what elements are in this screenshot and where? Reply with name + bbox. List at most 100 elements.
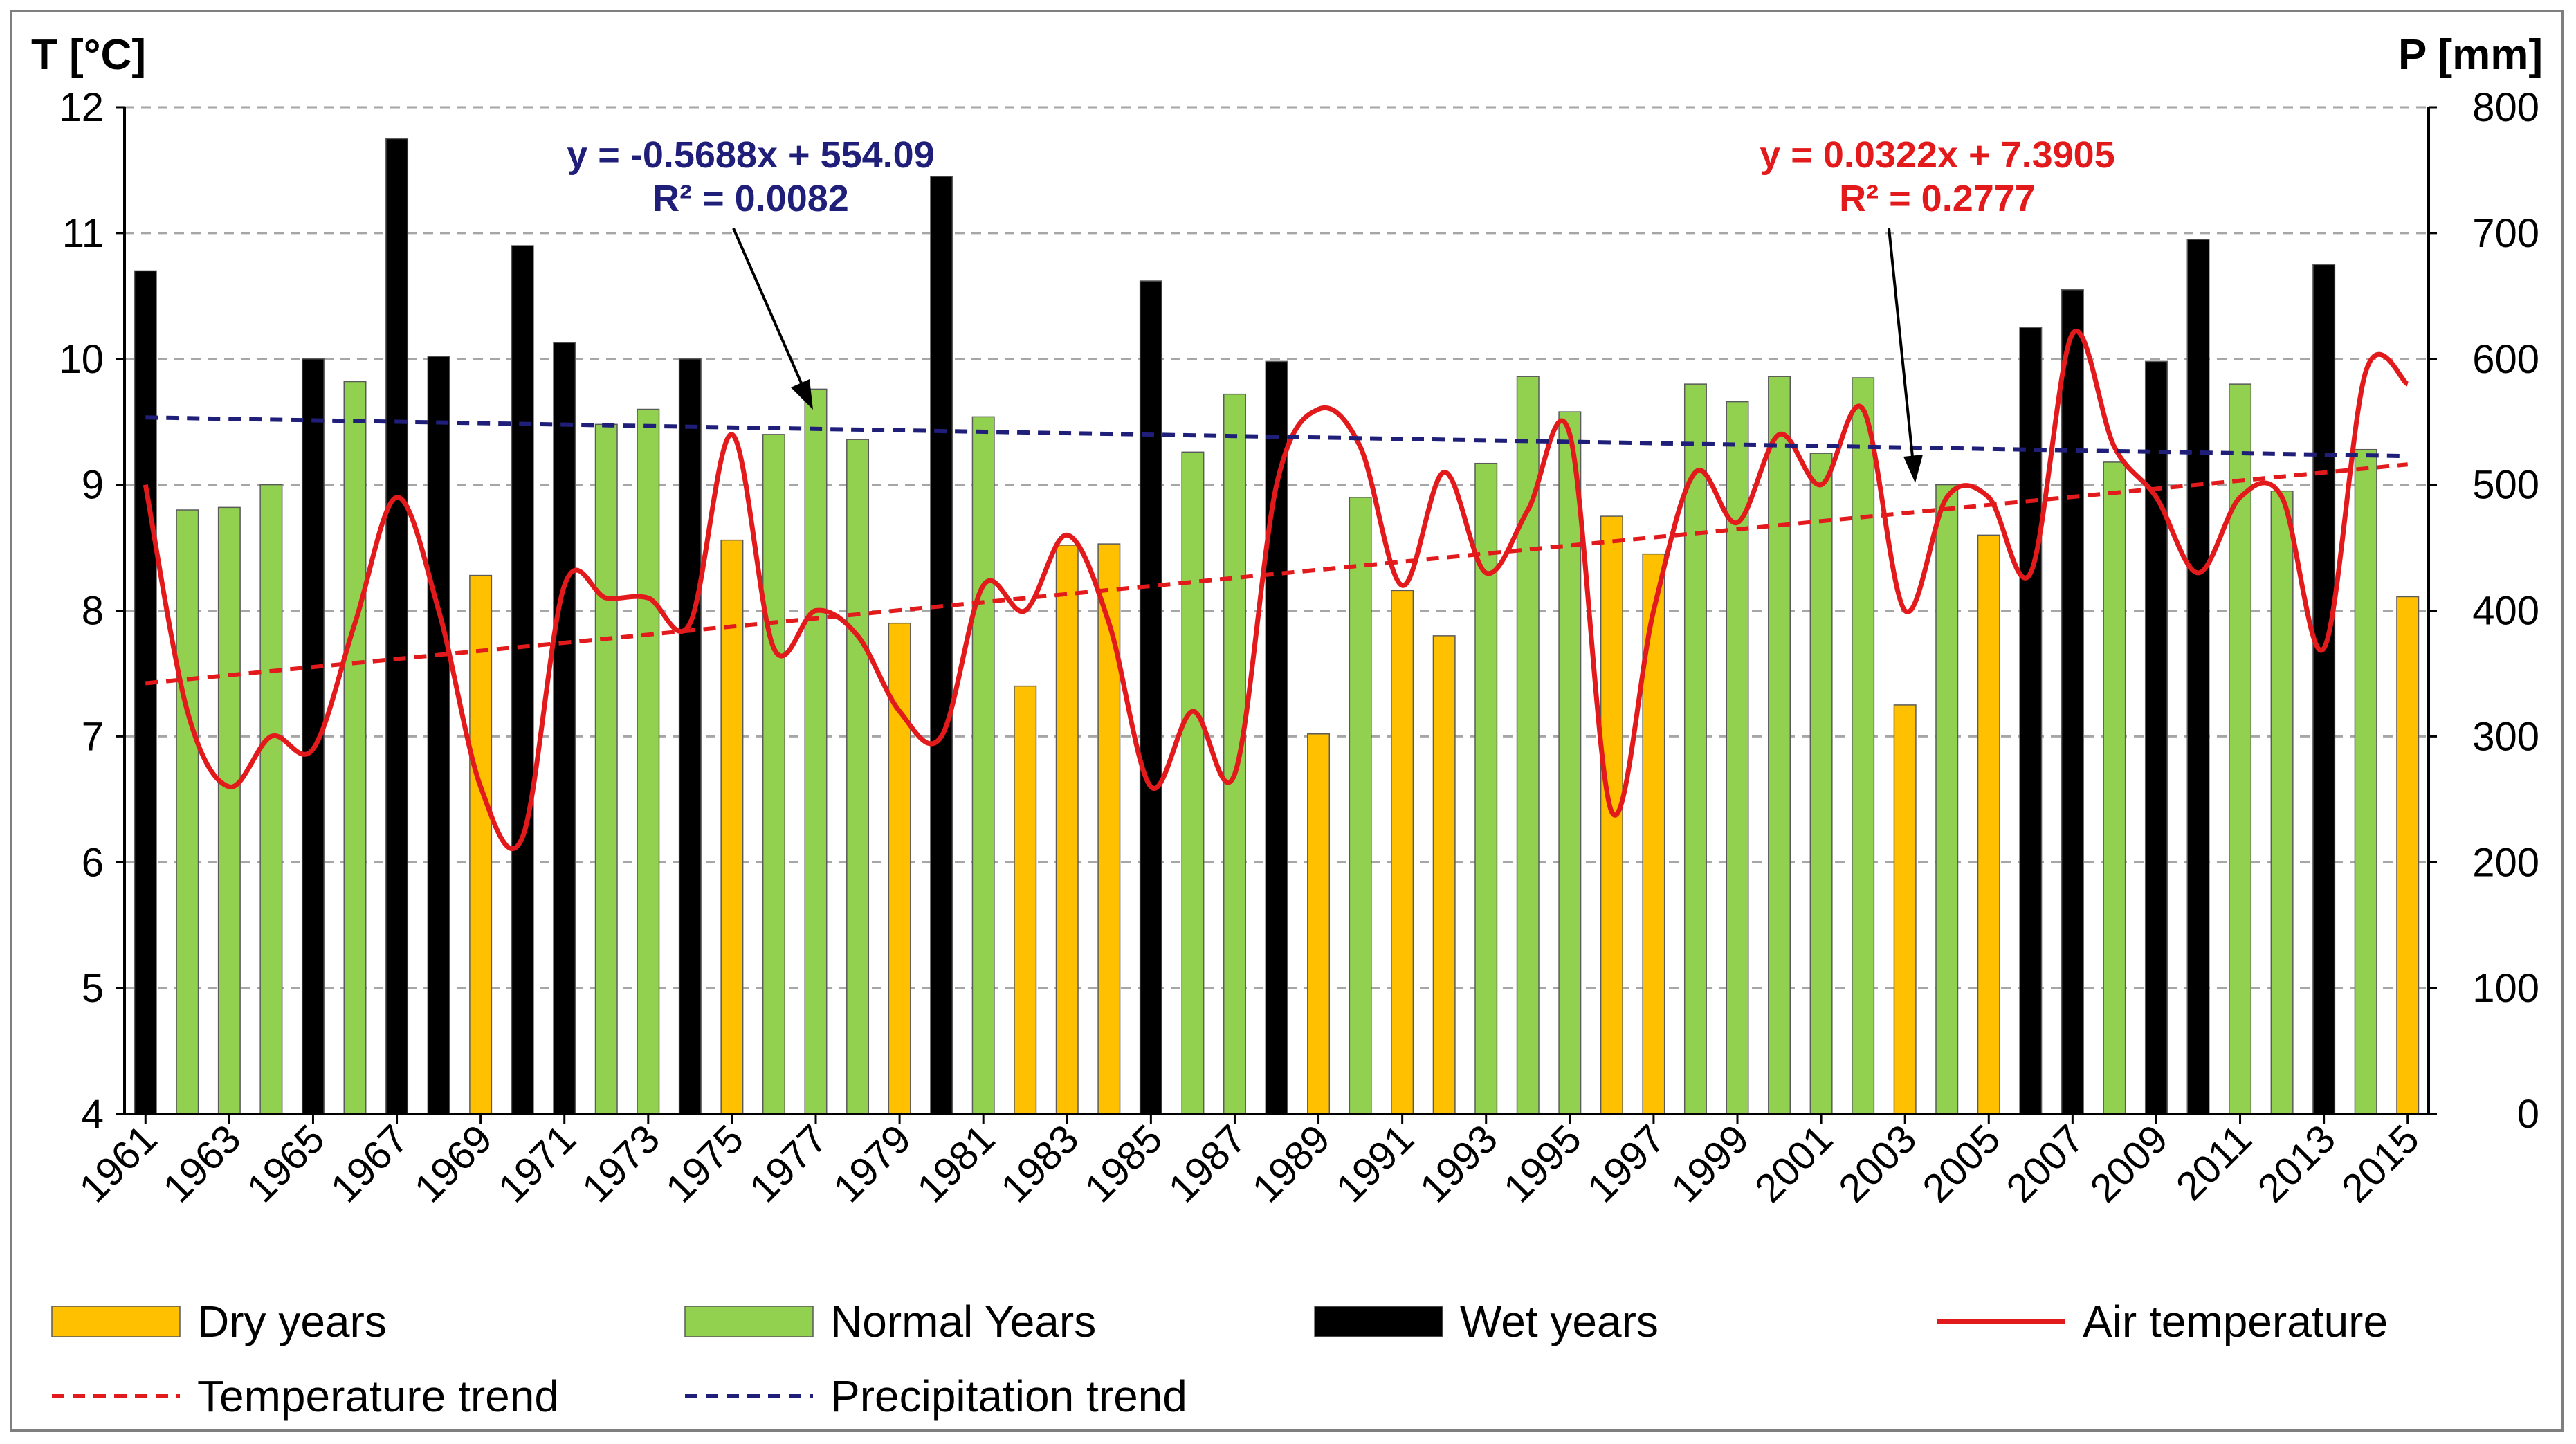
x-tick-label: 1999	[1663, 1116, 1757, 1211]
y-left-tick-label: 6	[82, 840, 104, 885]
precipitation-bar-wet	[2019, 327, 2043, 1115]
precipitation-bar-dry	[2396, 596, 2420, 1115]
x-tick-label: 1963	[154, 1116, 249, 1211]
precipitation-bar-normal	[1768, 376, 1791, 1115]
temperature-trend-line	[145, 462, 2409, 686]
temp-trend-equation: y = 0.0322x + 7.3905	[1760, 134, 2114, 176]
precipitation-bar-wet	[1265, 360, 1288, 1115]
legend-label-ptrend: Precipitation trend	[830, 1371, 1187, 1421]
precipitation-bar-normal	[971, 416, 995, 1115]
precipitation-bar-dry	[1432, 635, 1456, 1115]
x-tick-label: 2005	[1914, 1116, 2009, 1211]
precipitation-bar-dry	[1977, 534, 2000, 1115]
precipitation-bar-dry	[888, 622, 911, 1115]
precipitation-bar-normal	[1852, 377, 1875, 1115]
precipitation-bar-normal	[1935, 484, 1959, 1115]
precipitation-bar-wet	[2312, 264, 2336, 1115]
x-tick-label: 1971	[490, 1116, 585, 1211]
precipitation-bar-dry	[1097, 543, 1121, 1115]
legend-swatch-dry	[51, 1306, 181, 1337]
x-tick-label: 1979	[825, 1116, 920, 1211]
precip-annotation-arrowhead	[791, 379, 813, 410]
y-right-tick-label: 400	[2472, 589, 2539, 634]
legend-swatch-normal	[684, 1306, 814, 1337]
precipitation-bar-dry	[469, 574, 493, 1115]
legend-label-air: Air temperature	[2083, 1297, 2388, 1346]
x-tick-label: 1993	[1412, 1116, 1506, 1211]
temp-annotation-arrow	[1888, 228, 1914, 457]
x-tick-label: 1973	[574, 1116, 668, 1211]
precipitation-bar-normal	[343, 381, 367, 1115]
x-tick-label: 1967	[322, 1116, 417, 1211]
y-right-tick-label: 100	[2472, 966, 2539, 1011]
precipitation-bar-dry	[1055, 545, 1079, 1115]
precipitation-bar-normal	[594, 423, 618, 1115]
precipitation-bar-normal	[2354, 448, 2377, 1115]
x-tick-label: 1989	[1244, 1116, 1339, 1211]
precipitation-bar-wet	[2061, 289, 2084, 1115]
trend-annotations: y = -0.5688x + 554.09 R² = 0.0082 y = 0.…	[567, 134, 2115, 483]
x-tick-label: 1983	[992, 1116, 1087, 1211]
precipitation-bar-normal	[1181, 451, 1205, 1115]
x-tick-label: 2015	[2333, 1116, 2428, 1211]
precipitation-bar-dry	[1391, 590, 1414, 1115]
precipitation-bar-normal	[176, 509, 199, 1115]
x-tick-label: 2013	[2249, 1116, 2344, 1211]
y-right-axis-title: P [mm]	[2398, 31, 2543, 79]
x-tick-label: 1991	[1328, 1116, 1423, 1211]
legend-label-normal: Normal Years	[830, 1297, 1096, 1346]
legend-label-wet: Wet years	[1460, 1297, 1659, 1346]
y-right-tick-label: 700	[2472, 211, 2539, 256]
x-tick-label: 1985	[1076, 1116, 1171, 1211]
precipitation-bar-wet	[385, 138, 409, 1115]
precipitation-bar-normal	[1558, 411, 1582, 1115]
x-tick-label: 1969	[406, 1116, 501, 1211]
y-left-axis-title: T [°C]	[31, 31, 146, 79]
legend-swatch-wet	[1314, 1306, 1443, 1337]
y-left-tick-label: 4	[82, 1092, 104, 1137]
precipitation-bar-wet	[511, 245, 534, 1115]
legend-label-ttrend: Temperature trend	[197, 1371, 559, 1421]
precipitation-bar-normal	[1809, 453, 1833, 1115]
x-tick-label: 1965	[238, 1116, 333, 1211]
precipitation-bar-normal	[1223, 393, 1246, 1115]
x-tick-label: 1997	[1579, 1116, 1674, 1211]
y-right-tick-label: 600	[2472, 337, 2539, 382]
y-right-tick-label: 0	[2517, 1092, 2539, 1137]
precipitation-bar-dry	[1014, 685, 1037, 1115]
y-right-tick-label: 800	[2472, 85, 2539, 130]
precipitation-bar-normal	[762, 434, 785, 1115]
y-left-tick-label: 11	[62, 211, 104, 256]
legend-label-dry: Dry years	[197, 1297, 387, 1346]
precipitation-bar-wet	[678, 358, 702, 1115]
precip-annotation-arrow	[732, 228, 804, 387]
precipitation-bar-normal	[1349, 497, 1372, 1115]
precipitation-bar-wet	[553, 342, 576, 1115]
precipitation-bar-normal	[2270, 490, 2294, 1115]
precipitation-bar-normal	[846, 439, 870, 1115]
y-left-tick-label: 12	[59, 85, 104, 130]
temp-trend-r2: R² = 0.2777	[1839, 178, 2036, 219]
precip-trend-equation: y = -0.5688x + 554.09	[567, 134, 934, 176]
x-tick-label: 1975	[657, 1116, 752, 1211]
precipitation-bars	[134, 138, 2420, 1115]
precipitation-bar-wet	[2144, 360, 2168, 1115]
x-tick-label: 2007	[1998, 1116, 2092, 1211]
precipitation-bar-normal	[1683, 383, 1707, 1115]
precipitation-bar-normal	[217, 506, 241, 1115]
x-tick-label: 1981	[908, 1116, 1003, 1211]
x-tick-label: 1987	[1160, 1116, 1254, 1211]
precipitation-bar-wet	[134, 270, 157, 1115]
precipitation-bar-dry	[1893, 704, 1917, 1115]
x-tick-label: 2003	[1830, 1116, 1925, 1211]
x-tick-label: 1977	[741, 1116, 836, 1211]
x-tick-label: 2009	[2081, 1116, 2176, 1211]
precipitation-bar-wet	[2186, 239, 2210, 1115]
precipitation-bar-normal	[2229, 383, 2252, 1115]
y-right-tick-label: 500	[2472, 463, 2539, 508]
precipitation-bar-normal	[259, 484, 283, 1115]
y-left-tick-label: 8	[82, 589, 104, 634]
x-tick-label: 2001	[1746, 1116, 1841, 1211]
precipitation-bar-normal	[637, 408, 660, 1115]
y-left-tick-label: 7	[82, 714, 104, 759]
